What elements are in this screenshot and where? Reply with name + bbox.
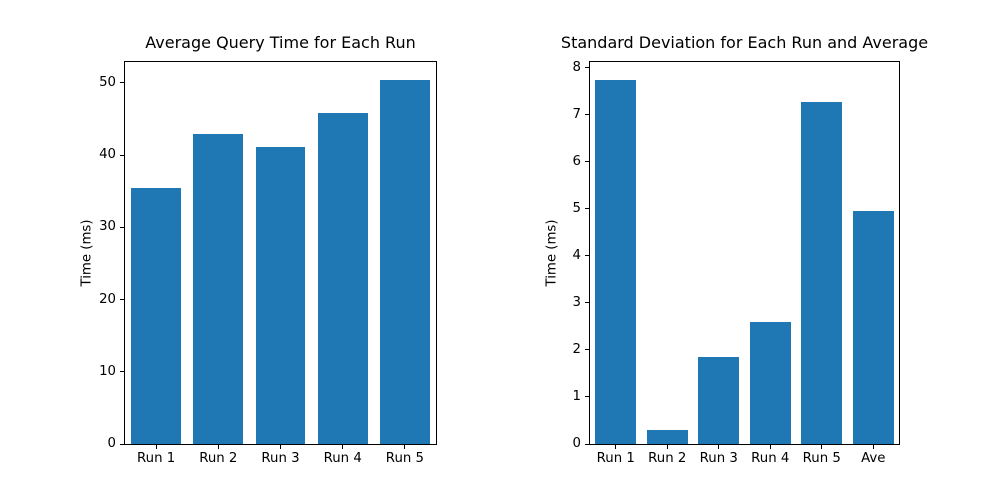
bar-run-3 [255, 146, 306, 444]
x-tick-mark [769, 445, 771, 449]
chart-average-query-time: Average Query Time for Each Run Time (ms… [80, 33, 437, 466]
y-tick-label: 0 [572, 436, 581, 451]
y-tick-label: 20 [99, 291, 116, 307]
x-tick-label: Run 4 [751, 451, 790, 466]
chart-standard-deviation: Standard Deviation for Each Run and Aver… [545, 33, 929, 466]
y-tick-mark [120, 371, 124, 373]
y-tick-label: 40 [99, 147, 116, 163]
x-tick-label: Run 1 [137, 451, 176, 466]
y-tick-label: 6 [572, 153, 581, 169]
bar-run-4 [749, 322, 791, 444]
y-tick-mark [585, 67, 589, 69]
y-tick-mark [120, 299, 124, 301]
y-tick-mark [585, 349, 589, 351]
x-tick-mark [155, 445, 157, 449]
y-tick-label: 0 [107, 436, 116, 451]
bar-ave [852, 211, 894, 444]
bar-run-5 [380, 80, 430, 444]
y-tick-label: 30 [99, 219, 116, 235]
y-tick-label: 8 [572, 59, 581, 75]
x-tick-label: Run 3 [699, 451, 738, 466]
plot-area [589, 61, 900, 445]
bar-run-1 [595, 80, 637, 444]
y-tick-label: 10 [99, 363, 116, 379]
x-tick-mark [718, 445, 720, 449]
x-tick-label: Ave [861, 451, 886, 466]
y-axis-label: Time (ms) [79, 219, 95, 287]
y-tick-mark [585, 396, 589, 398]
x-tick-label: Run 5 [385, 451, 424, 466]
x-tick-mark [615, 445, 617, 449]
y-tick-mark [585, 302, 589, 304]
x-tick-mark [217, 445, 219, 449]
y-tick-mark [585, 208, 589, 210]
x-tick-mark [280, 445, 281, 449]
y-tick-label: 7 [572, 106, 581, 122]
y-tick-mark [120, 226, 124, 228]
chart-title: Average Query Time for Each Run [145, 33, 416, 52]
x-tick-mark [404, 445, 406, 449]
y-tick-label: 3 [572, 294, 581, 310]
x-tick-label: Run 2 [648, 451, 687, 466]
x-tick-label: Run 4 [323, 451, 362, 466]
x-tick-label: Run 5 [802, 451, 841, 466]
bar-run-4 [317, 113, 368, 444]
y-tick-label: 50 [99, 74, 116, 90]
x-tick-mark [872, 445, 874, 449]
y-tick-mark [585, 255, 589, 257]
y-tick-mark [585, 443, 589, 445]
bar-run-3 [698, 356, 740, 444]
bar-run-2 [193, 134, 244, 444]
y-tick-label: 4 [572, 247, 581, 263]
x-tick-mark [821, 445, 823, 449]
x-tick-label: Run 1 [596, 451, 635, 466]
x-tick-mark [342, 445, 344, 449]
y-tick-mark [585, 161, 589, 163]
plot-area [124, 61, 437, 445]
x-tick-label: Run 2 [199, 451, 238, 466]
y-tick-label: 5 [572, 200, 581, 216]
bar-run-2 [646, 430, 688, 444]
y-tick-mark [585, 114, 589, 116]
y-tick-label: 2 [572, 341, 581, 357]
bar-run-1 [131, 187, 181, 444]
chart-title: Standard Deviation for Each Run and Aver… [560, 33, 929, 52]
y-tick-mark [120, 82, 124, 84]
y-tick-mark [120, 154, 124, 156]
y-tick-label: 1 [572, 388, 581, 404]
x-tick-mark [666, 445, 668, 449]
y-axis-label: Time (ms) [544, 219, 560, 287]
bar-run-5 [801, 102, 843, 444]
x-tick-label: Run 3 [261, 451, 300, 466]
y-tick-mark [120, 443, 124, 445]
